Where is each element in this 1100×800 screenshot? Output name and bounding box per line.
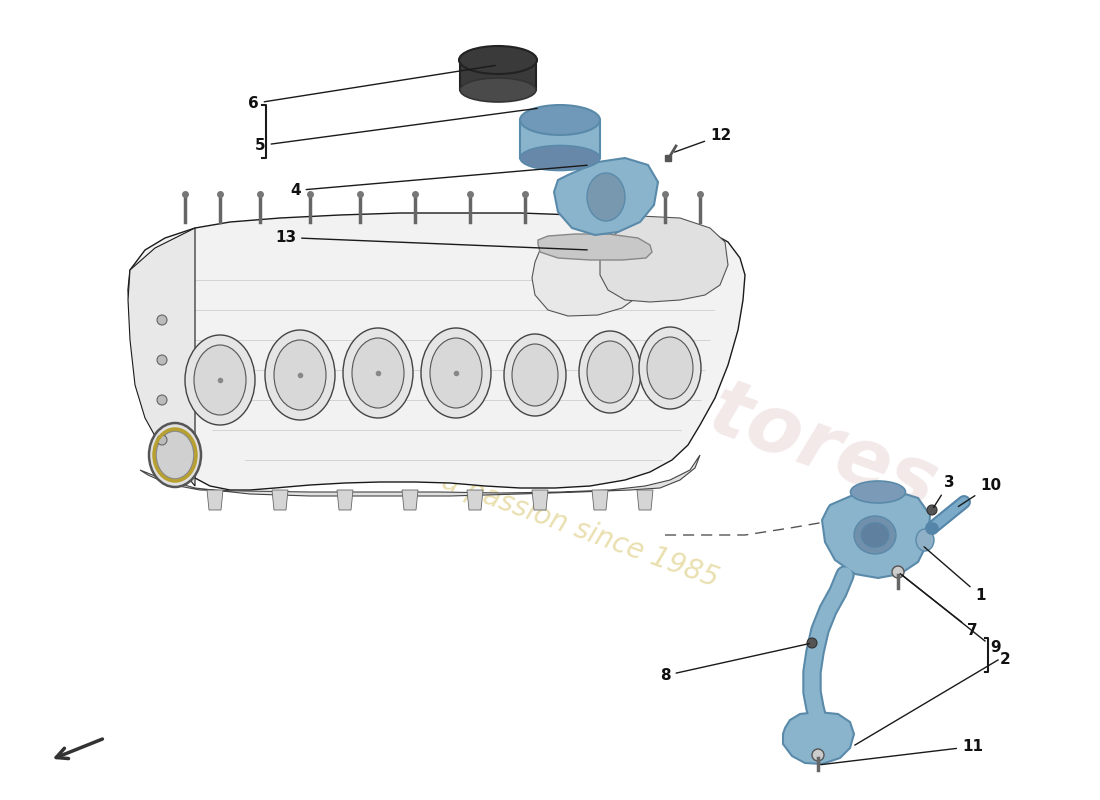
Polygon shape xyxy=(520,113,600,165)
Circle shape xyxy=(157,435,167,445)
Polygon shape xyxy=(637,490,653,510)
Ellipse shape xyxy=(587,173,625,221)
Ellipse shape xyxy=(512,344,558,406)
Text: 1: 1 xyxy=(924,547,986,603)
Ellipse shape xyxy=(639,327,701,409)
Ellipse shape xyxy=(343,328,412,418)
Polygon shape xyxy=(128,213,745,490)
Text: euromotores: euromotores xyxy=(373,254,947,526)
Text: 12: 12 xyxy=(674,128,732,152)
Text: 8: 8 xyxy=(660,643,810,683)
Polygon shape xyxy=(600,215,728,302)
Ellipse shape xyxy=(460,78,536,102)
Text: 2: 2 xyxy=(1000,653,1011,667)
Circle shape xyxy=(157,395,167,405)
Ellipse shape xyxy=(916,529,934,551)
Ellipse shape xyxy=(352,338,404,408)
Ellipse shape xyxy=(850,481,905,503)
Ellipse shape xyxy=(194,345,246,415)
Polygon shape xyxy=(532,240,645,316)
Ellipse shape xyxy=(861,522,889,547)
Polygon shape xyxy=(532,490,548,510)
Ellipse shape xyxy=(579,331,641,413)
Text: 6: 6 xyxy=(248,66,495,111)
Text: 5: 5 xyxy=(255,108,537,153)
Circle shape xyxy=(157,315,167,325)
Text: a passion since 1985: a passion since 1985 xyxy=(438,467,723,593)
Text: 4: 4 xyxy=(290,166,587,198)
Ellipse shape xyxy=(156,431,194,479)
Text: 7: 7 xyxy=(900,574,978,638)
Ellipse shape xyxy=(274,340,326,410)
Ellipse shape xyxy=(520,146,600,170)
Circle shape xyxy=(812,749,824,761)
Text: 11: 11 xyxy=(821,739,983,765)
Polygon shape xyxy=(554,158,658,235)
Polygon shape xyxy=(822,490,930,578)
Ellipse shape xyxy=(459,46,537,74)
Ellipse shape xyxy=(185,335,255,425)
Ellipse shape xyxy=(520,105,600,135)
Text: 3: 3 xyxy=(934,475,955,508)
Text: 10: 10 xyxy=(958,478,1001,506)
Polygon shape xyxy=(402,490,418,510)
Polygon shape xyxy=(140,455,700,496)
Circle shape xyxy=(892,566,904,578)
Circle shape xyxy=(807,638,817,648)
Polygon shape xyxy=(468,490,483,510)
Polygon shape xyxy=(783,712,854,764)
Ellipse shape xyxy=(430,338,482,408)
Ellipse shape xyxy=(587,341,632,403)
Circle shape xyxy=(157,355,167,365)
Polygon shape xyxy=(460,52,536,98)
Ellipse shape xyxy=(854,516,896,554)
Polygon shape xyxy=(272,490,288,510)
Ellipse shape xyxy=(504,334,566,416)
Ellipse shape xyxy=(421,328,491,418)
Circle shape xyxy=(927,505,937,515)
Polygon shape xyxy=(337,490,353,510)
Text: 9: 9 xyxy=(990,641,1001,655)
Polygon shape xyxy=(538,234,652,260)
Text: 13: 13 xyxy=(275,230,587,250)
Polygon shape xyxy=(207,490,223,510)
Polygon shape xyxy=(592,490,608,510)
Ellipse shape xyxy=(148,423,201,487)
Ellipse shape xyxy=(647,337,693,399)
Polygon shape xyxy=(128,228,195,486)
Ellipse shape xyxy=(265,330,336,420)
